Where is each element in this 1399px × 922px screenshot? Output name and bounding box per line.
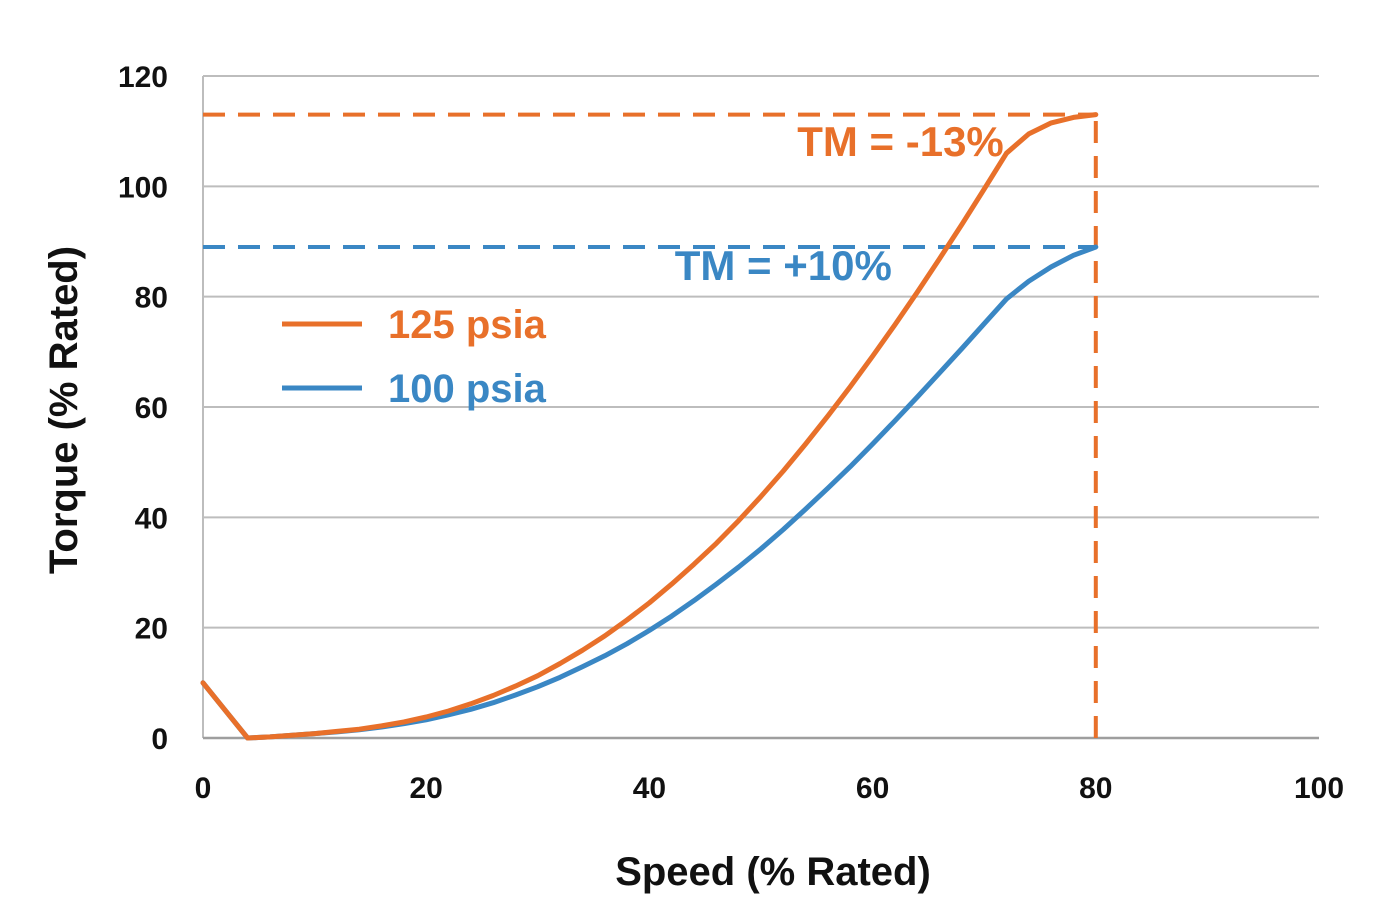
reference-lines xyxy=(203,112,1098,738)
x-tick-label: 60 xyxy=(856,772,889,805)
y-tick-label: 120 xyxy=(118,61,168,94)
y-tick-label: 60 xyxy=(135,392,168,425)
series-line-125-psia xyxy=(200,112,1099,741)
legend: 125 psia 100 psia xyxy=(282,303,547,411)
x-tick-label: 80 xyxy=(1079,772,1112,805)
x-tick-label: 20 xyxy=(410,772,443,805)
y-tick-label: 20 xyxy=(135,613,168,646)
legend-label-100-psia: 100 psia xyxy=(388,367,547,411)
y-tick-label: 100 xyxy=(118,171,168,204)
x-tick-label: 100 xyxy=(1294,772,1344,805)
gridlines xyxy=(203,75,1319,629)
y-tick-label: 80 xyxy=(135,282,168,315)
x-tick-label: 0 xyxy=(195,772,212,805)
y-axis-title: Torque (% Rated) xyxy=(42,246,86,574)
series-line-100-psia xyxy=(200,244,1099,741)
tick-labels: 0 20 40 60 80 100 120 0 20 40 60 80 100 xyxy=(118,61,1344,805)
annotation-tm-1: TM = +10% xyxy=(675,242,892,289)
y-tick-label: 40 xyxy=(135,502,168,535)
axes xyxy=(202,76,1319,740)
series-lines xyxy=(200,112,1099,741)
annotation-tm-0: TM = -13% xyxy=(797,118,1004,165)
y-tick-label: 0 xyxy=(151,723,168,756)
x-tick-label: 40 xyxy=(633,772,666,805)
legend-label-125-psia: 125 psia xyxy=(388,303,547,347)
x-axis-title: Speed (% Rated) xyxy=(615,850,931,894)
annotations: TM = -13% TM = +10% xyxy=(675,118,1004,289)
